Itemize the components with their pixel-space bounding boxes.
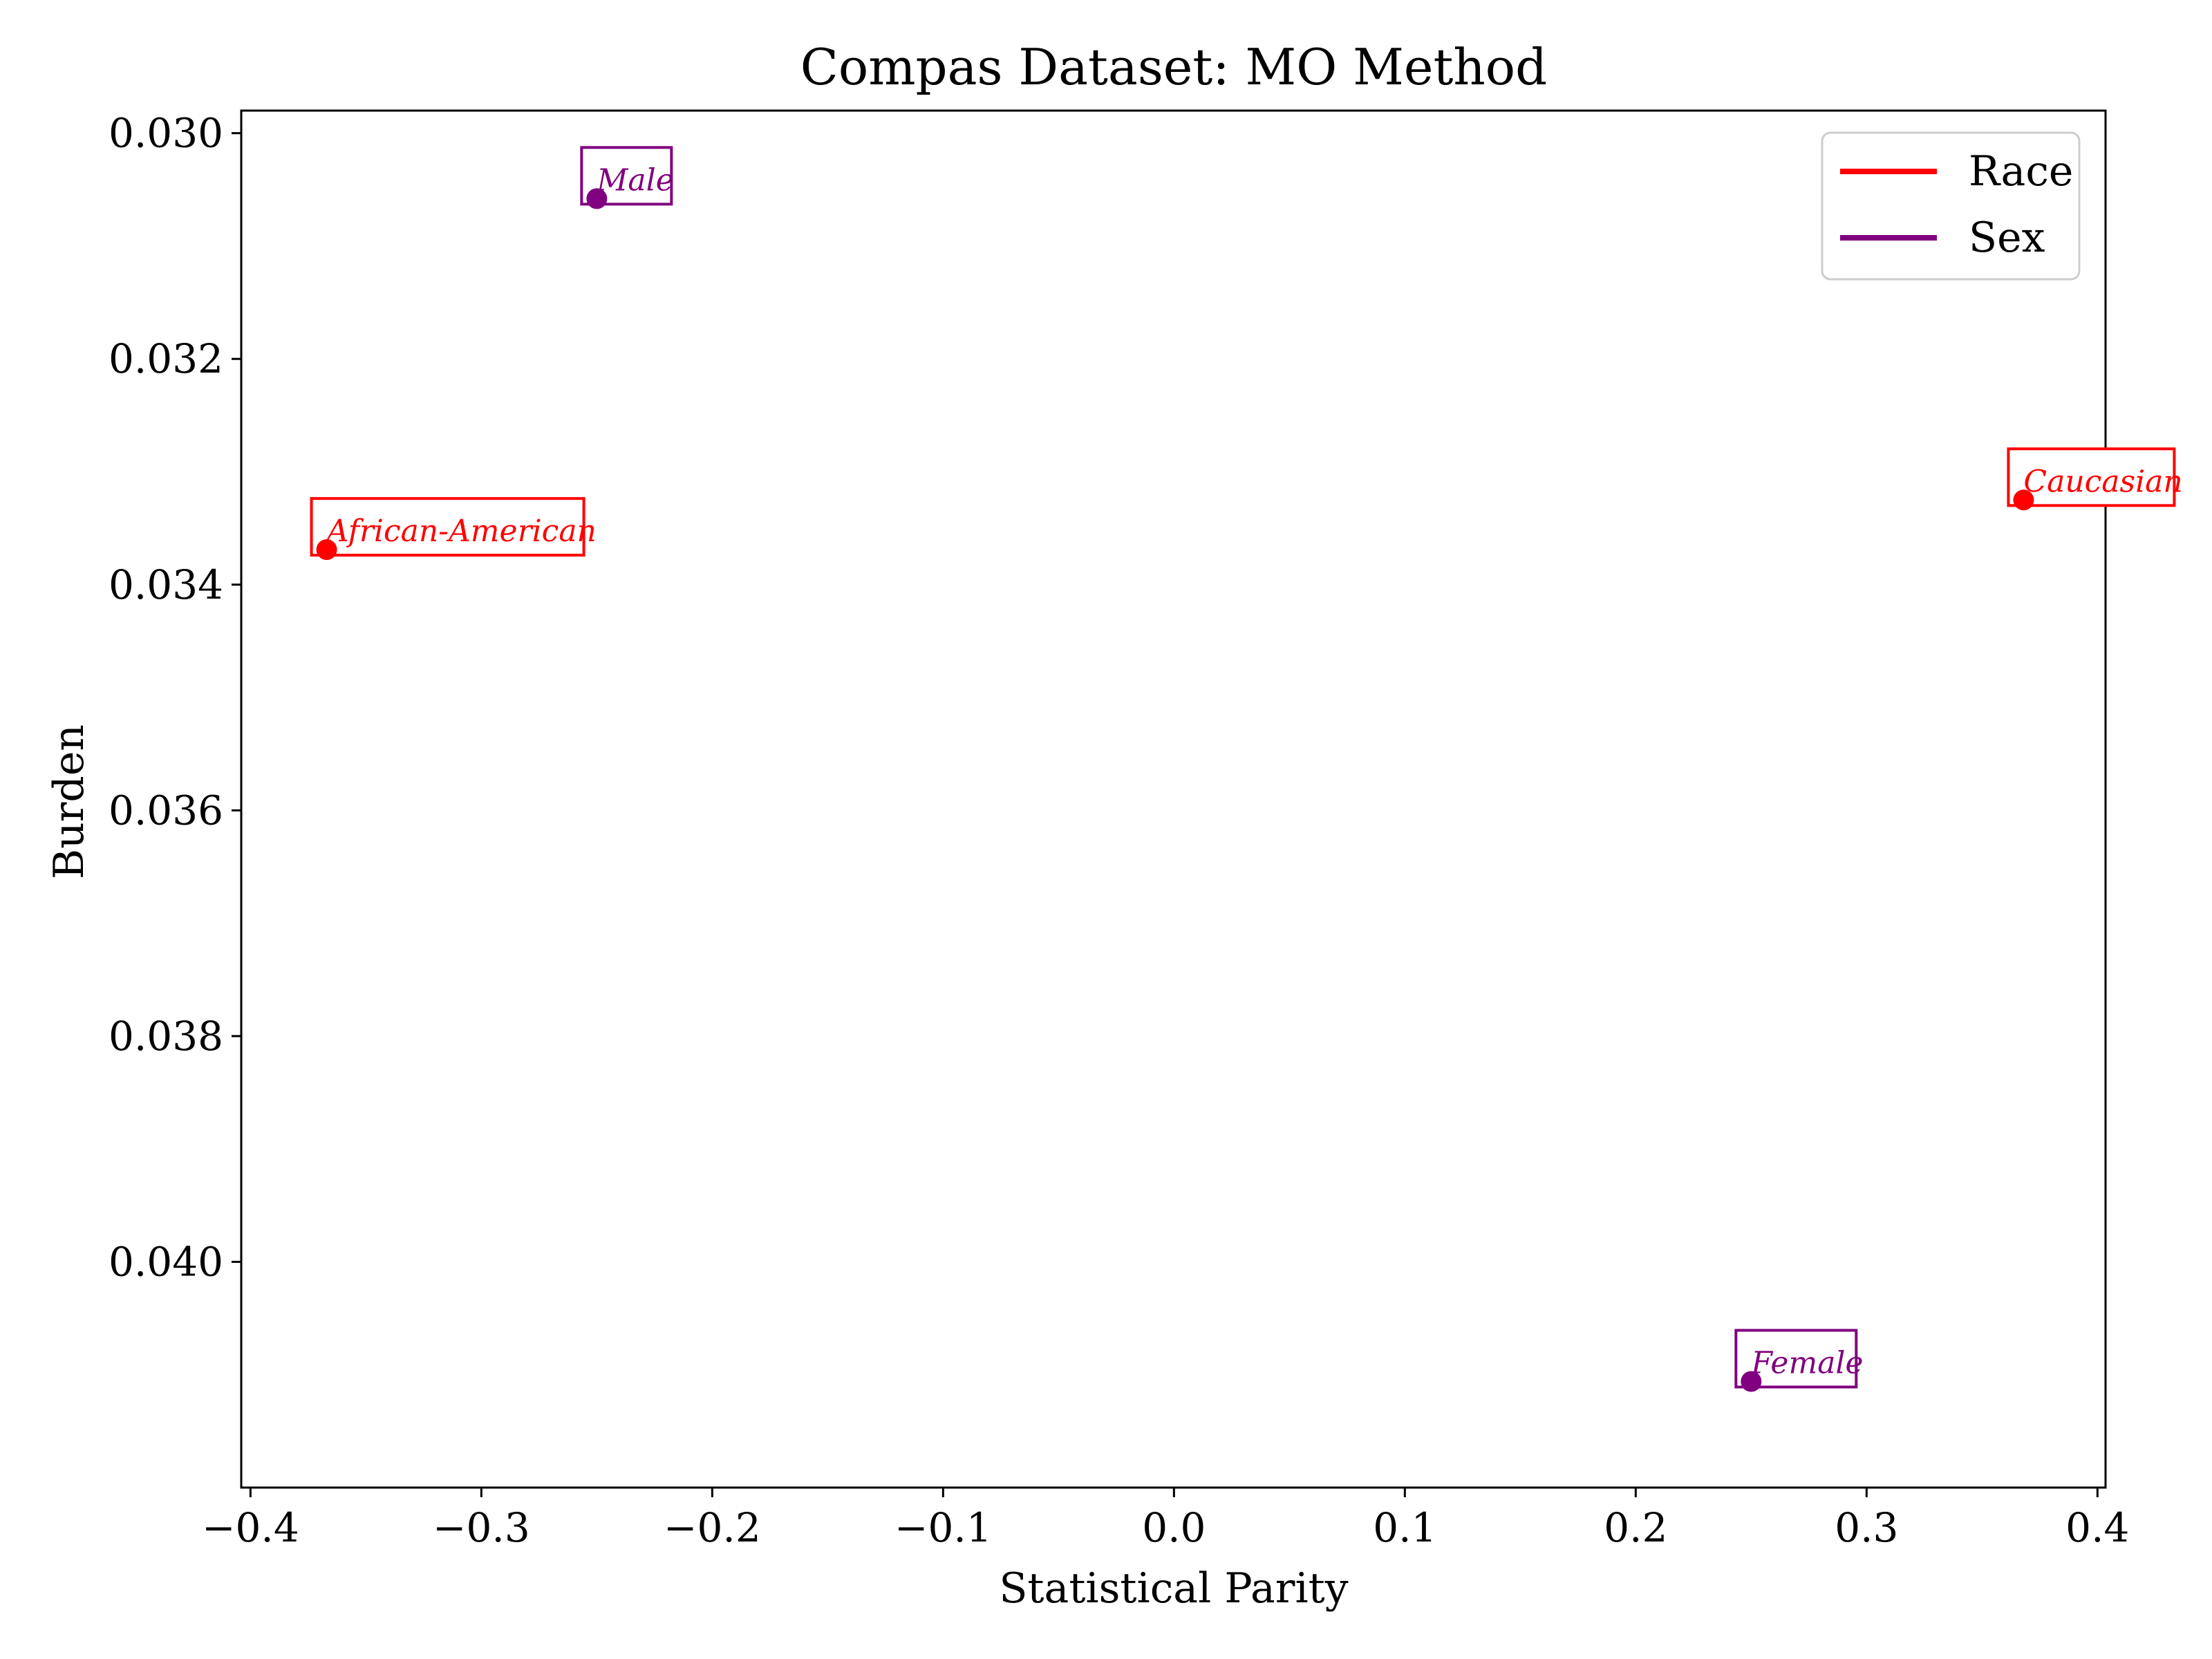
y-tick-label: 0.034 [109,561,223,608]
point-caucasian: Caucasian [2007,447,2183,511]
x-tick-label: 0.0 [1142,1504,1206,1551]
x-tick-label: −0.4 [202,1504,299,1551]
x-tick-label: −0.3 [433,1504,530,1551]
x-tick-label: 0.2 [1604,1504,1667,1551]
y-tick-label: 0.038 [109,1013,223,1060]
point-annotation-box [310,497,585,557]
data-point-marker [316,539,337,561]
point-female: Female [1734,1329,1864,1392]
y-tick-label: 0.030 [109,110,223,157]
chart-title: Compas Dataset: MO Method [800,38,1547,96]
data-point-marker [1741,1371,1762,1392]
point-label: African-American [324,514,597,549]
y-tick-label: 0.032 [109,335,223,382]
legend-label: Race [1969,147,2073,196]
x-axis-ticks: −0.4 −0.3 −0.2 −0.1 0.0 0.1 0.2 0.3 0.4 [202,1488,2129,1551]
y-tick-label: 0.040 [109,1238,223,1285]
legend: Race Sex [1821,131,2081,281]
x-tick-label: 0.3 [1835,1504,1898,1551]
x-tick-label: 0.1 [1373,1504,1436,1551]
x-tick-label: −0.1 [894,1504,992,1551]
legend-item-race: Race [1840,147,2073,196]
x-tick-label: −0.2 [664,1504,761,1551]
y-axis-ticks: 0.030 0.032 0.034 0.036 0.038 0.040 [109,110,241,1285]
x-axis-label: Statistical Parity [999,1564,1348,1613]
y-axis-label: Burden [45,724,93,879]
legend-label: Sex [1969,214,2045,262]
point-annotation-box [2007,447,2176,507]
point-male: Male [580,146,674,209]
point-african-american: African-American [310,497,597,561]
point-label: Caucasian [2023,464,2182,499]
point-label: Female [1750,1346,1863,1381]
point-label: Male [596,162,673,198]
data-point-marker [586,188,608,209]
legend-item-sex: Sex [1840,214,2045,262]
y-tick-label: 0.036 [109,787,223,834]
x-tick-label: 0.4 [2065,1504,2129,1551]
data-point-marker [2013,489,2034,511]
data-points: African-American Caucasian Male Female [310,146,2183,1392]
